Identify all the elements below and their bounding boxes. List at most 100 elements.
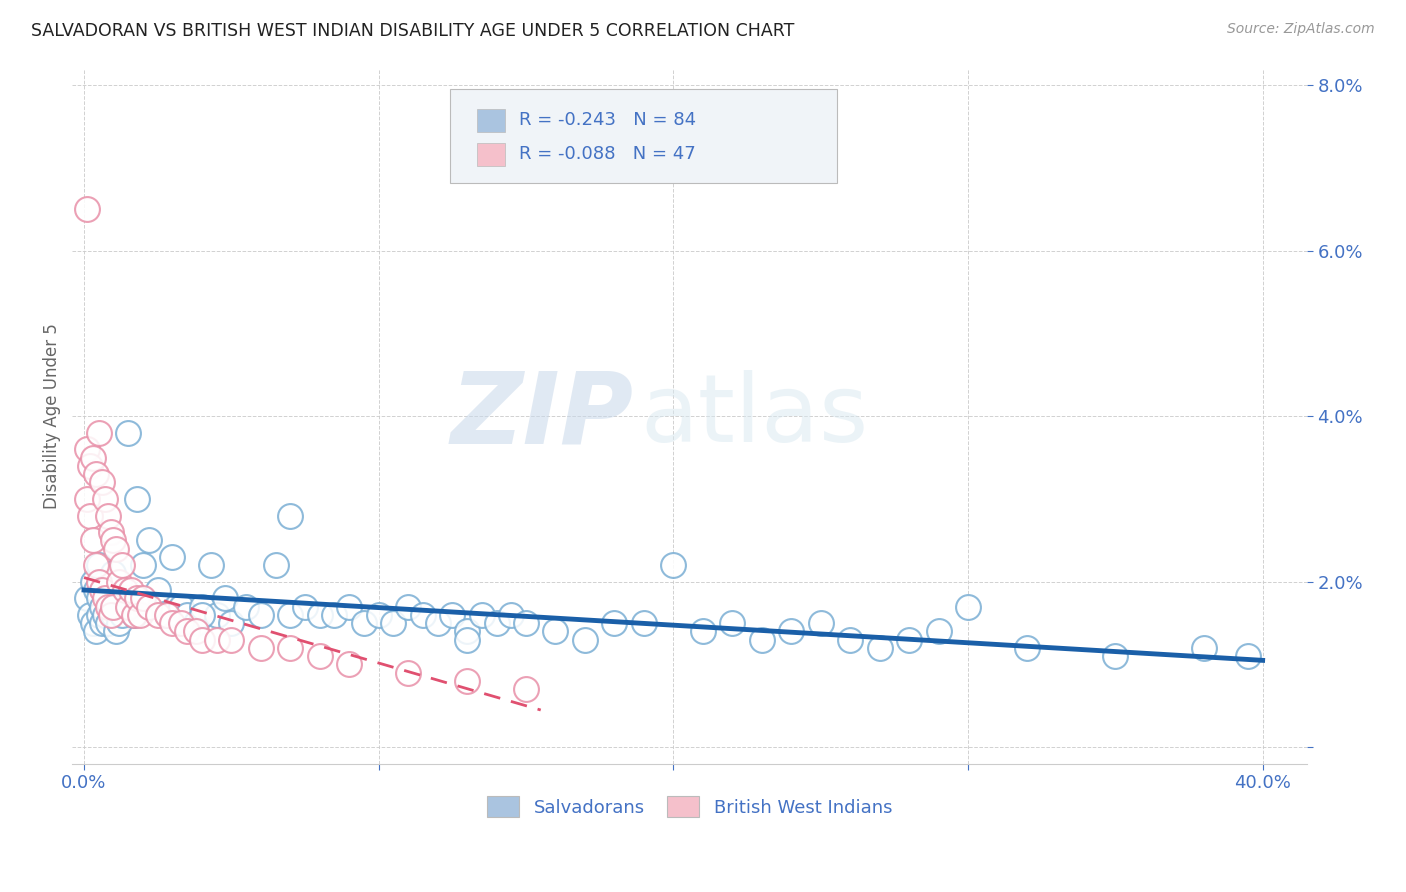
Point — [132, 558, 155, 573]
Point — [146, 607, 169, 622]
Point — [456, 624, 478, 639]
Point — [129, 607, 152, 622]
Point — [111, 607, 134, 622]
Point — [100, 607, 122, 622]
Point — [485, 616, 508, 631]
Point — [928, 624, 950, 639]
Point — [780, 624, 803, 639]
Point — [191, 632, 214, 647]
Point — [205, 607, 228, 622]
Point — [108, 616, 131, 631]
Point — [82, 616, 104, 631]
Point — [97, 591, 120, 606]
Point — [87, 425, 110, 440]
Point — [103, 566, 125, 581]
Point — [456, 632, 478, 647]
Point — [117, 599, 139, 614]
Point — [76, 491, 98, 506]
Point — [90, 475, 112, 490]
Point — [176, 624, 198, 639]
Point — [82, 574, 104, 589]
Point — [170, 616, 193, 631]
Point — [84, 467, 107, 482]
Point — [105, 541, 128, 556]
Point — [353, 616, 375, 631]
Point — [184, 624, 207, 639]
Point — [84, 558, 107, 573]
Point — [176, 607, 198, 622]
Point — [114, 591, 136, 606]
Point — [87, 558, 110, 573]
Point — [97, 616, 120, 631]
Point — [278, 640, 301, 655]
Point — [191, 599, 214, 614]
Point — [751, 632, 773, 647]
Point — [471, 607, 494, 622]
Point — [308, 607, 330, 622]
Point — [191, 607, 214, 622]
Point — [93, 491, 115, 506]
Point — [90, 582, 112, 597]
Point — [235, 599, 257, 614]
Point — [1104, 649, 1126, 664]
Point — [117, 425, 139, 440]
Point — [82, 533, 104, 548]
Point — [249, 640, 271, 655]
Point — [120, 599, 142, 614]
Point — [501, 607, 523, 622]
Point — [125, 591, 148, 606]
Point — [97, 508, 120, 523]
Point — [125, 491, 148, 506]
Text: SALVADORAN VS BRITISH WEST INDIAN DISABILITY AGE UNDER 5 CORRELATION CHART: SALVADORAN VS BRITISH WEST INDIAN DISABI… — [31, 22, 794, 40]
Point — [79, 508, 101, 523]
Point — [278, 607, 301, 622]
Point — [105, 624, 128, 639]
Point — [122, 607, 145, 622]
Point — [294, 599, 316, 614]
Point — [114, 582, 136, 597]
Point — [76, 591, 98, 606]
Point — [162, 616, 184, 631]
Point — [90, 599, 112, 614]
Point — [515, 616, 537, 631]
Point — [337, 599, 360, 614]
Point — [396, 599, 419, 614]
Point — [367, 607, 389, 622]
Point — [132, 591, 155, 606]
Point — [249, 607, 271, 622]
Point — [155, 607, 177, 622]
Point — [93, 607, 115, 622]
Point — [633, 616, 655, 631]
Point — [87, 607, 110, 622]
Point — [170, 599, 193, 614]
Point — [146, 582, 169, 597]
Point — [264, 558, 287, 573]
Text: R = -0.088   N = 47: R = -0.088 N = 47 — [519, 145, 696, 163]
Point — [111, 558, 134, 573]
Point — [103, 599, 125, 614]
Point — [308, 649, 330, 664]
Point — [138, 599, 160, 614]
Point — [105, 591, 128, 606]
Point — [1237, 649, 1260, 664]
Point — [103, 607, 125, 622]
Point — [574, 632, 596, 647]
Point — [122, 607, 145, 622]
Point — [956, 599, 979, 614]
Point — [103, 533, 125, 548]
Point — [162, 549, 184, 564]
Point — [76, 202, 98, 217]
Text: R = -0.243   N = 84: R = -0.243 N = 84 — [519, 112, 696, 129]
Text: Source: ZipAtlas.com: Source: ZipAtlas.com — [1227, 22, 1375, 37]
Point — [79, 607, 101, 622]
Point — [898, 632, 921, 647]
Point — [138, 533, 160, 548]
Point — [84, 582, 107, 597]
Text: ZIP: ZIP — [451, 368, 634, 465]
Point — [205, 632, 228, 647]
Point — [82, 450, 104, 465]
Point — [76, 442, 98, 457]
Point — [1015, 640, 1038, 655]
Point — [120, 582, 142, 597]
Point — [221, 632, 243, 647]
